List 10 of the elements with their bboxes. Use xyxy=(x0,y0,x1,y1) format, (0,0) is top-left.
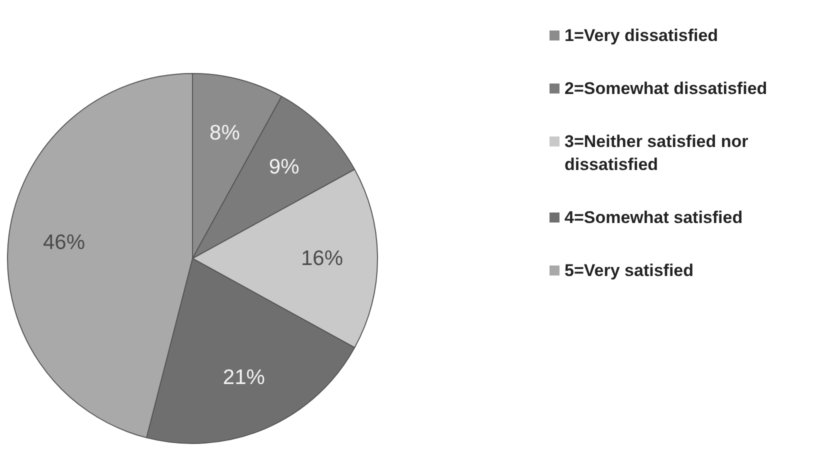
data-label: 16% xyxy=(300,247,344,270)
data-label: 21% xyxy=(222,366,265,389)
legend-label: 5=Very satisfied xyxy=(564,261,694,280)
legend-label: 2=Somewhat dissatisfied xyxy=(564,79,768,98)
data-label: 46% xyxy=(43,230,86,254)
data-label: 9% xyxy=(268,155,300,178)
data-label: 8% xyxy=(210,122,240,145)
legend-label: 3=Neither satisfied nor dissatisfied xyxy=(564,132,749,174)
legend-label: 1=Very dissatisfied xyxy=(564,26,718,45)
legend-label: 4=Somewhat satisfied xyxy=(564,208,743,227)
